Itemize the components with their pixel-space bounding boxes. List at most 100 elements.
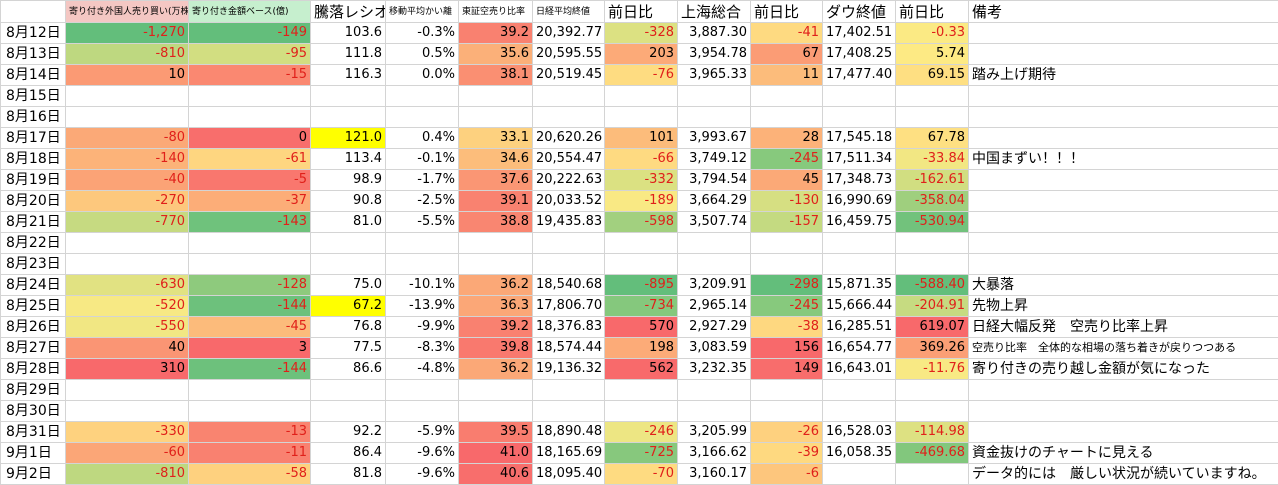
remark-cell: 先物上昇 xyxy=(969,296,1278,317)
value-cell xyxy=(533,233,605,254)
value-cell xyxy=(459,233,533,254)
value-cell: 35.6 xyxy=(459,44,533,65)
value-cell: 203 xyxy=(605,44,678,65)
value-cell: -130 xyxy=(751,191,823,212)
value-cell: -70 xyxy=(605,464,678,485)
value-cell: -4.8% xyxy=(386,359,459,380)
value-cell: -0.3% xyxy=(386,23,459,44)
value-cell: -0.1% xyxy=(386,149,459,170)
value-cell: 39.2 xyxy=(459,317,533,338)
value-cell xyxy=(605,107,678,128)
value-cell xyxy=(605,254,678,275)
row-date: 8月13日 xyxy=(1,44,66,65)
value-cell xyxy=(896,233,969,254)
value-cell: 121.0 xyxy=(311,128,386,149)
value-cell: 16,285.51 xyxy=(823,317,896,338)
value-cell xyxy=(386,233,459,254)
value-cell: 37.6 xyxy=(459,170,533,191)
value-cell xyxy=(823,86,896,107)
value-cell: 3,232.35 xyxy=(678,359,751,380)
value-cell: 38.1 xyxy=(459,65,533,86)
value-cell: 19,435.83 xyxy=(533,212,605,233)
value-cell: -144 xyxy=(189,296,311,317)
value-cell: -1,270 xyxy=(66,23,189,44)
value-cell xyxy=(311,86,386,107)
row-date: 8月19日 xyxy=(1,170,66,191)
value-cell: 67.2 xyxy=(311,296,386,317)
value-cell xyxy=(896,380,969,401)
value-cell: -40 xyxy=(66,170,189,191)
value-cell: 3,507.74 xyxy=(678,212,751,233)
value-cell: 103.6 xyxy=(311,23,386,44)
value-cell: -26 xyxy=(751,422,823,443)
value-cell: 0.4% xyxy=(386,128,459,149)
value-cell: -332 xyxy=(605,170,678,191)
remark-cell xyxy=(969,233,1278,254)
column-header: 寄り付き外国人売り買い(万株) xyxy=(66,1,189,23)
value-cell xyxy=(605,86,678,107)
value-cell: 19,136.32 xyxy=(533,359,605,380)
row-date: 9月1日 xyxy=(1,443,66,464)
value-cell xyxy=(459,380,533,401)
row-date: 8月18日 xyxy=(1,149,66,170)
value-cell: 3,887.30 xyxy=(678,23,751,44)
value-cell xyxy=(678,401,751,422)
value-cell: 40 xyxy=(66,338,189,359)
value-cell: 5.74 xyxy=(896,44,969,65)
value-cell: -76 xyxy=(605,65,678,86)
row-date: 8月22日 xyxy=(1,233,66,254)
value-cell: 3,794.54 xyxy=(678,170,751,191)
value-cell: 20,222.63 xyxy=(533,170,605,191)
value-cell: 619.07 xyxy=(896,317,969,338)
value-cell: -245 xyxy=(751,149,823,170)
value-cell: -330 xyxy=(66,422,189,443)
value-cell: 16,654.77 xyxy=(823,338,896,359)
value-cell: 16,058.35 xyxy=(823,443,896,464)
value-cell: 77.5 xyxy=(311,338,386,359)
data-row: 8月29日 xyxy=(1,380,1278,401)
value-cell xyxy=(823,380,896,401)
value-cell: -530.94 xyxy=(896,212,969,233)
value-cell: -114.98 xyxy=(896,422,969,443)
remark-cell: 大暴落 xyxy=(969,275,1278,296)
value-cell xyxy=(751,401,823,422)
value-cell xyxy=(751,254,823,275)
value-cell: 15,666.44 xyxy=(823,296,896,317)
value-cell xyxy=(66,401,189,422)
value-cell: 16,528.03 xyxy=(823,422,896,443)
value-cell xyxy=(66,380,189,401)
column-header: 騰落レシオ xyxy=(311,1,386,23)
row-date: 8月29日 xyxy=(1,380,66,401)
value-cell: -5 xyxy=(189,170,311,191)
value-cell xyxy=(311,401,386,422)
remark-cell: 中国まずい！！！ xyxy=(969,149,1278,170)
column-header: 移動平均かい離 xyxy=(386,1,459,23)
value-cell: 39.1 xyxy=(459,191,533,212)
value-cell: -157 xyxy=(751,212,823,233)
remark-cell xyxy=(969,107,1278,128)
remark-cell: 資金抜けのチャートに見える xyxy=(969,443,1278,464)
value-cell: -149 xyxy=(189,23,311,44)
value-cell: 86.6 xyxy=(311,359,386,380)
value-cell: 20,392.77 xyxy=(533,23,605,44)
remark-cell xyxy=(969,380,1278,401)
value-cell: -0.33 xyxy=(896,23,969,44)
value-cell: 17,348.73 xyxy=(823,170,896,191)
value-cell: 0 xyxy=(189,128,311,149)
row-date: 8月28日 xyxy=(1,359,66,380)
value-cell xyxy=(823,107,896,128)
remark-cell xyxy=(969,212,1278,233)
value-cell: -298 xyxy=(751,275,823,296)
corner-cell xyxy=(1,1,66,23)
value-cell xyxy=(459,86,533,107)
value-cell xyxy=(678,86,751,107)
value-cell: 36.2 xyxy=(459,359,533,380)
value-cell xyxy=(386,380,459,401)
column-header: 備考 xyxy=(969,1,1278,23)
